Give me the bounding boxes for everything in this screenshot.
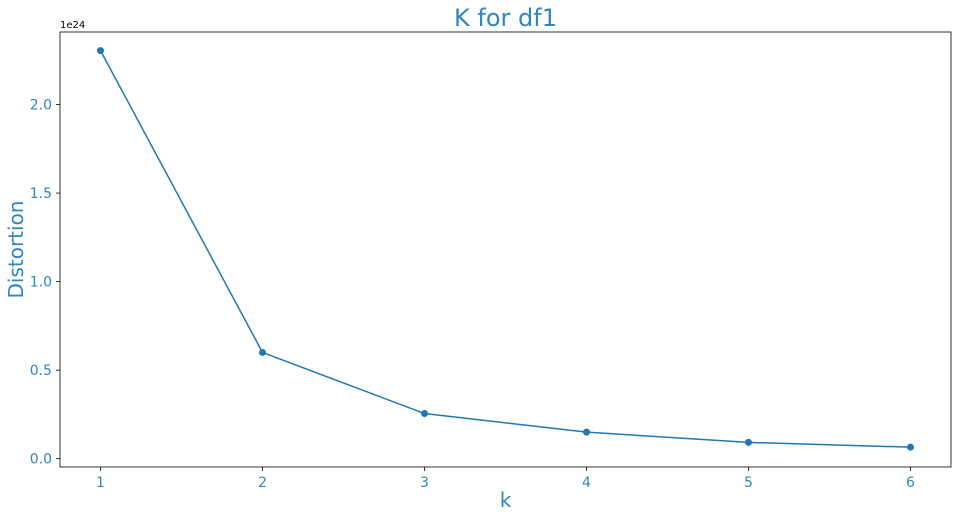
- chart-title: K for df1: [454, 4, 557, 32]
- plot-frame: [59, 31, 952, 468]
- data-point: [583, 428, 590, 436]
- x-tick-label: 4: [582, 475, 591, 491]
- x-axis-ticks: 1 2 3 4 5 6: [96, 467, 915, 491]
- data-point: [97, 47, 104, 55]
- data-point: [745, 438, 752, 446]
- data-point: [421, 410, 428, 418]
- y-axis-ticks: 0.0 0.5 1.0 1.5 2.0: [30, 98, 60, 468]
- x-tick-label: 6: [906, 475, 915, 491]
- series-line: [99, 50, 911, 448]
- y-tick-label: 1.0: [30, 275, 52, 291]
- x-axis-label: k: [500, 488, 512, 512]
- y-tick-label: 0.5: [30, 363, 52, 379]
- series-layer: [97, 47, 914, 451]
- y-axis-label: Distortion: [4, 201, 28, 299]
- x-tick-label: 3: [420, 475, 429, 491]
- x-tick-label: 1: [96, 475, 105, 491]
- y-axis-offset-label: 1e24: [60, 20, 85, 31]
- y-tick-label: 0.0: [30, 452, 52, 468]
- data-point: [907, 443, 914, 451]
- x-tick-label: 5: [744, 475, 753, 491]
- y-tick-label: 1.5: [30, 186, 52, 202]
- data-point: [259, 348, 266, 356]
- y-tick-label: 2.0: [30, 98, 52, 114]
- x-tick-label: 2: [258, 475, 267, 491]
